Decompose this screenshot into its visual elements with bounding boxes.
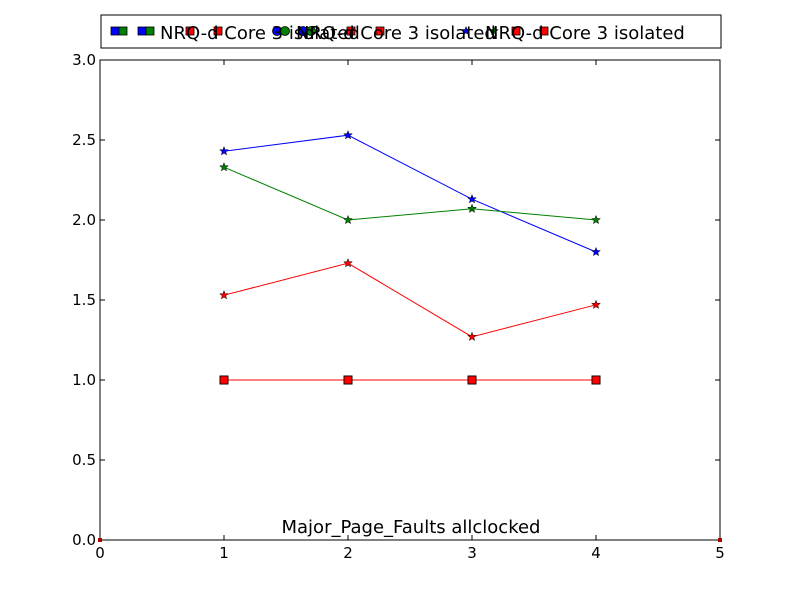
data-point (343, 257, 353, 268)
legend-marker (110, 26, 120, 36)
data-point (219, 145, 229, 156)
axis-ticks: 0 1 2 3 4 5 0.0 0.5 1.0 1.5 2.0 2.5 3.0 (72, 51, 725, 562)
data-point (467, 331, 477, 341)
series-6 (219, 257, 601, 341)
series-3 (219, 375, 601, 385)
data-point (467, 375, 477, 385)
series-5 (219, 161, 601, 225)
x-tick-label: 5 (715, 544, 725, 562)
data-point (467, 193, 477, 204)
legend-marker (213, 26, 223, 36)
legend-marker (118, 26, 128, 36)
corner-marker (98, 538, 102, 542)
data-point (467, 203, 477, 213)
legend-text-2: NRQ-d Core 3 isolated (296, 23, 496, 44)
y-tick-label: 3.0 (72, 51, 96, 69)
series-4 (219, 129, 601, 257)
y-tick-label: 1.0 (72, 371, 96, 389)
y-tick-label: 0.5 (72, 451, 96, 469)
data-point (219, 161, 229, 172)
legend-markers (110, 25, 549, 36)
legend-box (100, 14, 722, 49)
data-point (343, 375, 353, 385)
legend-marker (461, 25, 471, 36)
legend-marker (306, 26, 316, 36)
legend-marker (280, 26, 290, 36)
legend: NRQ-d Core 3 isolated NRQ-d Core 3 isola… (100, 14, 722, 49)
legend-text-3: NRQ-d Core 3 isolated (485, 23, 685, 44)
data-point (343, 129, 353, 140)
x-tick-label: 2 (343, 544, 353, 562)
legend-marker (145, 26, 155, 36)
legend-marker (137, 26, 147, 36)
data-point (591, 375, 601, 385)
legend-text-1: NRQ-d Core 3 isolated (160, 23, 360, 44)
series-line (223, 166, 597, 221)
data-point (343, 214, 353, 225)
chart-annotation: Major_Page_Faults allclocked (282, 517, 541, 538)
legend-marker (185, 26, 195, 36)
y-tick-label: 2.0 (72, 211, 96, 229)
data-point (591, 246, 601, 257)
legend-marker (346, 26, 356, 36)
data-point (219, 375, 229, 385)
y-tick-label: 2.5 (72, 131, 96, 149)
x-tick-label: 0 (95, 544, 105, 562)
data-point (591, 214, 601, 225)
corner-marker (718, 538, 722, 542)
x-tick-label: 3 (467, 544, 477, 562)
x-tick-label: 4 (591, 544, 601, 562)
legend-marker (489, 25, 499, 36)
y-tick-label: 1.5 (72, 291, 96, 309)
legend-marker (539, 26, 549, 36)
legend-marker (511, 26, 521, 36)
series-line (223, 262, 597, 338)
x-tick-label: 1 (219, 544, 229, 562)
series-layer (98, 129, 722, 542)
legend-marker (375, 26, 385, 36)
data-point (591, 299, 601, 309)
data-point (219, 289, 229, 300)
series-line (223, 134, 597, 253)
y-tick-label: 0.0 (72, 531, 96, 549)
